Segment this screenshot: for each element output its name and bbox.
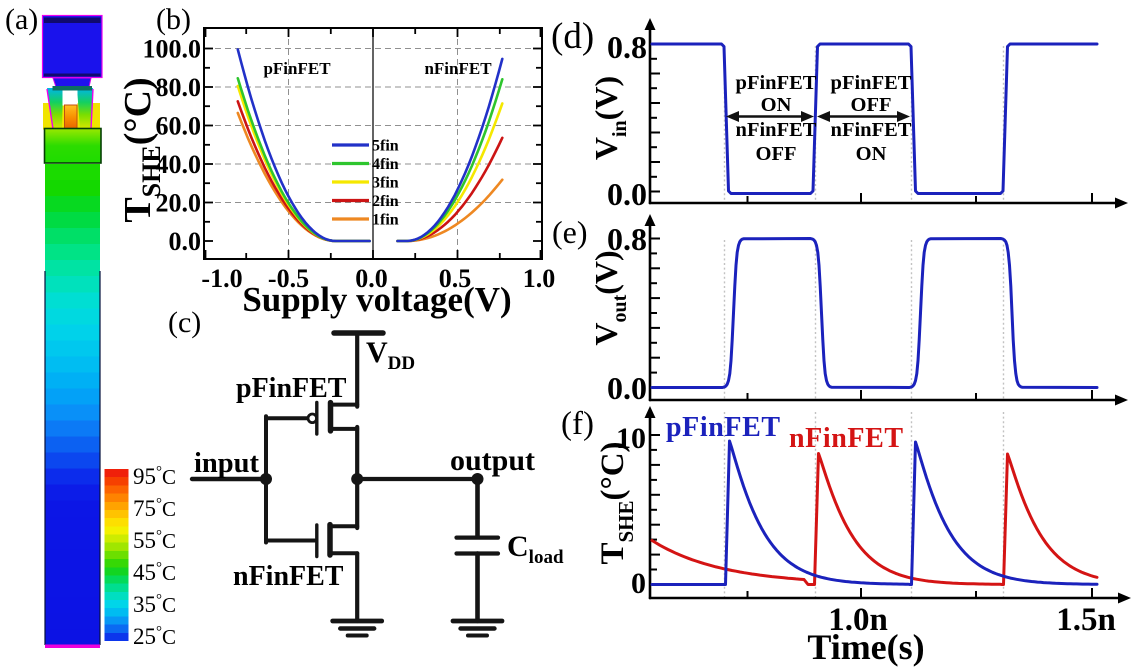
svg-text:-1.0: -1.0 bbox=[201, 264, 242, 293]
svg-text:45°C: 45°C bbox=[133, 560, 176, 585]
svg-text:80.0: 80.0 bbox=[156, 73, 202, 102]
svg-text:0.0: 0.0 bbox=[607, 370, 647, 406]
svg-text:75°C: 75°C bbox=[133, 496, 176, 521]
svg-text:Vin(V): Vin(V) bbox=[588, 76, 631, 160]
svg-text:(a): (a) bbox=[5, 3, 38, 36]
svg-text:1.0n: 1.0n bbox=[828, 602, 888, 638]
svg-text:95°C: 95°C bbox=[133, 464, 176, 489]
svg-text:2fin: 2fin bbox=[372, 193, 399, 210]
svg-text:input: input bbox=[194, 448, 259, 479]
svg-text:output: output bbox=[450, 444, 535, 477]
svg-text:35°C: 35°C bbox=[133, 592, 176, 617]
svg-text:60.0: 60.0 bbox=[156, 112, 202, 141]
svg-text:nFinFET: nFinFET bbox=[831, 119, 912, 141]
svg-text:100.0: 100.0 bbox=[143, 35, 202, 64]
svg-text:0.5: 0.5 bbox=[439, 264, 472, 293]
svg-text:3fin: 3fin bbox=[372, 175, 399, 192]
svg-text:0.8: 0.8 bbox=[607, 221, 647, 257]
svg-text:ON: ON bbox=[856, 143, 887, 165]
svg-text:Time(s): Time(s) bbox=[807, 627, 924, 667]
svg-text:OFF: OFF bbox=[851, 94, 892, 116]
svg-text:TSHE(°C): TSHE(°C) bbox=[595, 441, 638, 564]
svg-text:pFinFET: pFinFET bbox=[666, 412, 781, 443]
svg-text:1.5n: 1.5n bbox=[1056, 602, 1116, 638]
svg-text:pFinFET: pFinFET bbox=[831, 72, 912, 94]
svg-text:1.0: 1.0 bbox=[523, 264, 556, 293]
svg-text:pFinFET: pFinFET bbox=[736, 72, 817, 94]
svg-text:pFinFET: pFinFET bbox=[263, 59, 331, 78]
svg-text:0.8: 0.8 bbox=[607, 29, 647, 65]
svg-text:(e): (e) bbox=[552, 214, 588, 250]
svg-text:Supply voltage(V): Supply voltage(V) bbox=[242, 280, 511, 319]
svg-text:0.0: 0.0 bbox=[169, 227, 202, 256]
svg-text:(d): (d) bbox=[551, 16, 594, 57]
svg-text:10: 10 bbox=[616, 422, 646, 455]
svg-text:OFF: OFF bbox=[756, 143, 797, 165]
svg-text:25°C: 25°C bbox=[133, 624, 176, 649]
svg-text:ON: ON bbox=[761, 94, 792, 116]
svg-text:nFinFET: nFinFET bbox=[233, 561, 344, 592]
svg-text:40.0: 40.0 bbox=[156, 150, 202, 179]
svg-text:0.0: 0.0 bbox=[355, 264, 388, 293]
svg-text:55°C: 55°C bbox=[133, 528, 176, 553]
svg-text:4fin: 4fin bbox=[372, 156, 399, 173]
svg-text:0: 0 bbox=[631, 567, 646, 600]
svg-text:1fin: 1fin bbox=[372, 212, 399, 229]
svg-text:(c): (c) bbox=[168, 306, 201, 339]
svg-text:nFinFET: nFinFET bbox=[789, 423, 904, 454]
svg-text:pFinFET: pFinFET bbox=[236, 373, 347, 404]
svg-text:(f): (f) bbox=[561, 406, 594, 442]
svg-text:nFinFET: nFinFET bbox=[736, 119, 817, 141]
svg-text:0.0: 0.0 bbox=[607, 176, 647, 212]
svg-text:(b): (b) bbox=[156, 3, 191, 36]
svg-text:nFinFET: nFinFET bbox=[424, 59, 492, 78]
svg-text:-0.5: -0.5 bbox=[268, 264, 309, 293]
svg-text:5fin: 5fin bbox=[372, 138, 399, 155]
svg-text:20.0: 20.0 bbox=[156, 189, 202, 218]
